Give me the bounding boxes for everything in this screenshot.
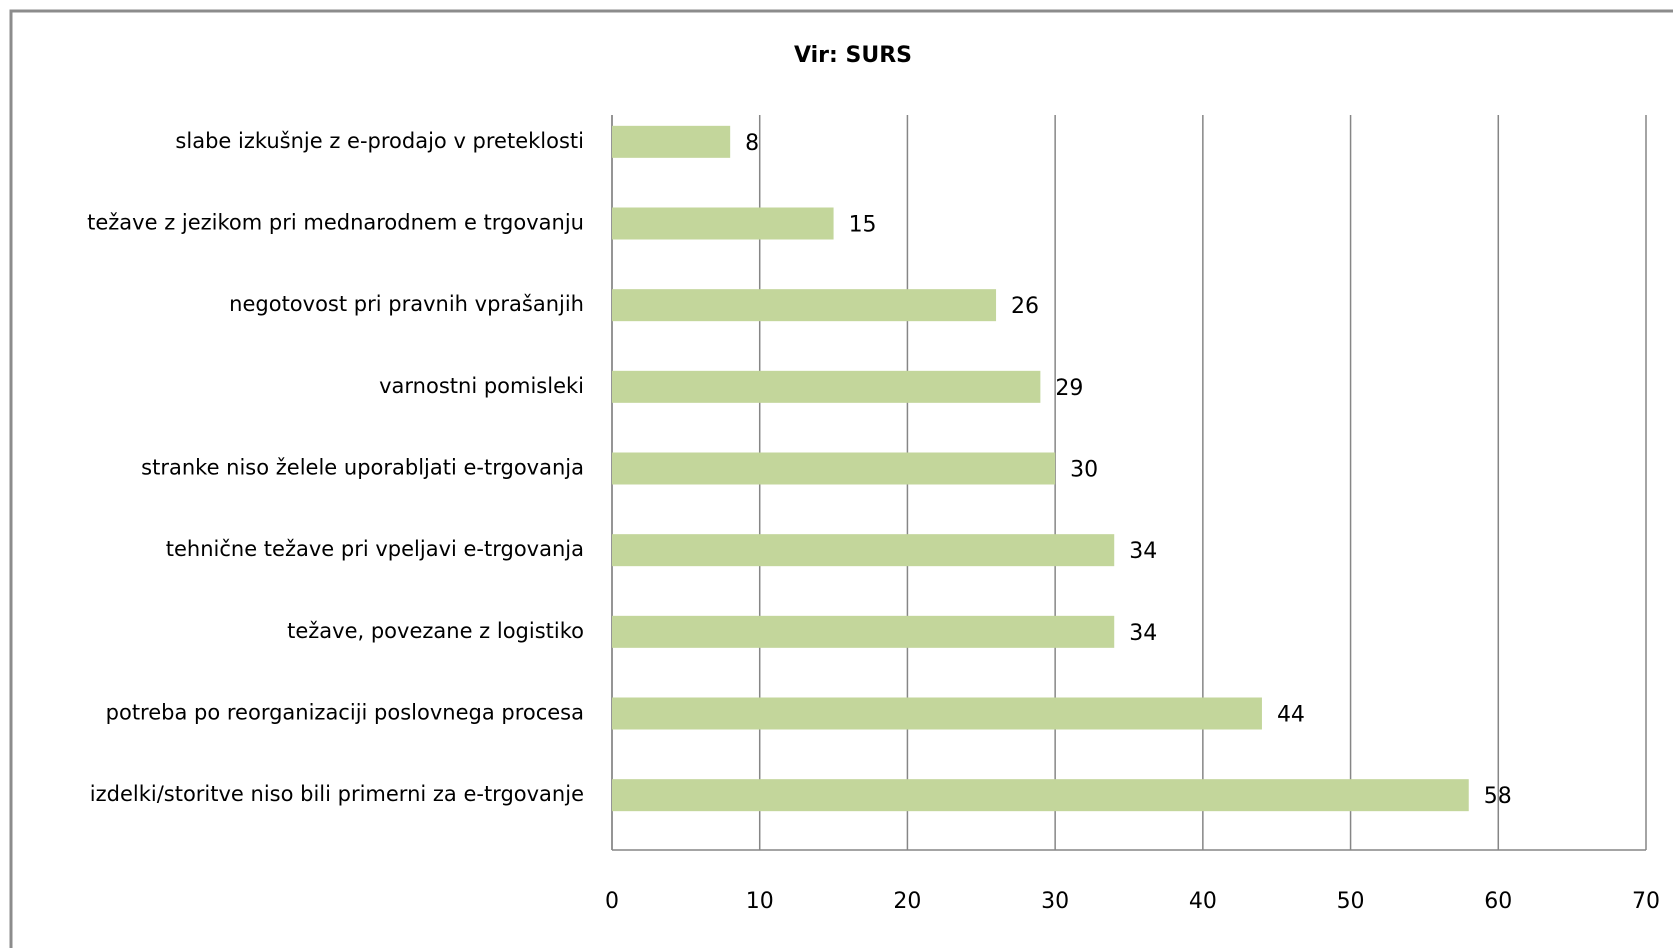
data-label: 34 [1129, 621, 1157, 646]
x-tick-label: 20 [893, 889, 921, 914]
bar [612, 125, 731, 158]
y-tick-label: težave z jezikom pri mednarodnem e trgov… [87, 211, 584, 235]
y-tick-label: slabe izkušnje z e-prodajo v preteklosti [175, 129, 584, 153]
bar [612, 615, 1115, 648]
x-tick-label: 50 [1337, 889, 1365, 914]
data-label: 26 [1011, 294, 1039, 319]
data-label: 58 [1484, 784, 1512, 809]
y-tick-label: težave, povezane z logistiko [287, 619, 584, 643]
y-tick-label: tehnične težave pri vpeljavi e-trgovanja [166, 537, 584, 561]
data-label: 15 [849, 213, 877, 238]
x-tick-label: 70 [1632, 889, 1660, 914]
y-tick-label: stranke niso želele uporabljati e-trgova… [141, 456, 584, 480]
y-tick-label: varnostni pomisleki [379, 374, 584, 398]
x-tick-label: 30 [1041, 889, 1069, 914]
data-label: 34 [1129, 539, 1157, 564]
bar [612, 289, 997, 322]
data-label: 44 [1277, 703, 1305, 728]
y-tick-label: negotovost pri pravnih vprašanjih [229, 292, 584, 316]
y-tick-label: izdelki/storitve niso bili primerni za e… [90, 782, 584, 806]
data-label: 8 [745, 131, 759, 156]
bar [612, 370, 1041, 403]
bar [612, 779, 1469, 812]
chart-title: Vir: SURS [794, 43, 912, 68]
data-label: 29 [1055, 376, 1083, 401]
data-label: 30 [1070, 458, 1098, 483]
bar [612, 452, 1056, 485]
bar [612, 534, 1115, 567]
y-tick-label: potreba po reorganizaciji poslovnega pro… [106, 701, 584, 725]
x-tick-label: 60 [1484, 889, 1512, 914]
x-tick-label: 0 [605, 889, 619, 914]
x-tick-label: 10 [746, 889, 774, 914]
bar [612, 697, 1262, 730]
bar [612, 207, 834, 240]
x-tick-label: 40 [1189, 889, 1217, 914]
